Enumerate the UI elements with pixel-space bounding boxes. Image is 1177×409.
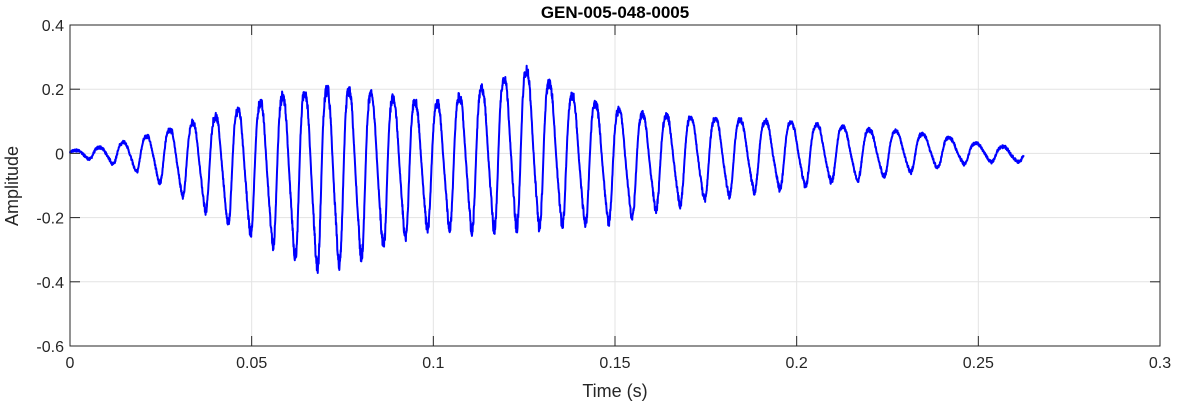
y-tick-label: 0	[55, 146, 64, 163]
x-tick-label: 0	[66, 355, 75, 372]
y-axis-label: Amplitude	[2, 146, 22, 226]
x-axis-ticks: 0 0.05 0.1 0.15 0.2 0.25 0.3	[66, 25, 1171, 372]
y-tick-label: -0.2	[36, 211, 64, 228]
x-axis-label: Time (s)	[582, 381, 647, 401]
y-tick-label: -0.6	[36, 339, 64, 356]
y-axis-ticks: -0.6 -0.4 -0.2 0 0.2 0.4	[36, 18, 1160, 356]
x-tick-label: 0.15	[599, 355, 630, 372]
x-tick-label: 0.05	[236, 355, 267, 372]
x-tick-label: 0.25	[963, 355, 994, 372]
chart-title: GEN-005-048-0005	[541, 3, 689, 22]
x-tick-label: 0.3	[1149, 355, 1171, 372]
x-tick-label: 0.2	[786, 355, 808, 372]
y-tick-label: 0.4	[42, 18, 64, 35]
signal-waveform	[69, 64, 1025, 275]
y-tick-label: -0.4	[36, 275, 64, 292]
x-tick-label: 0.1	[422, 355, 444, 372]
y-tick-label: 0.2	[42, 82, 64, 99]
